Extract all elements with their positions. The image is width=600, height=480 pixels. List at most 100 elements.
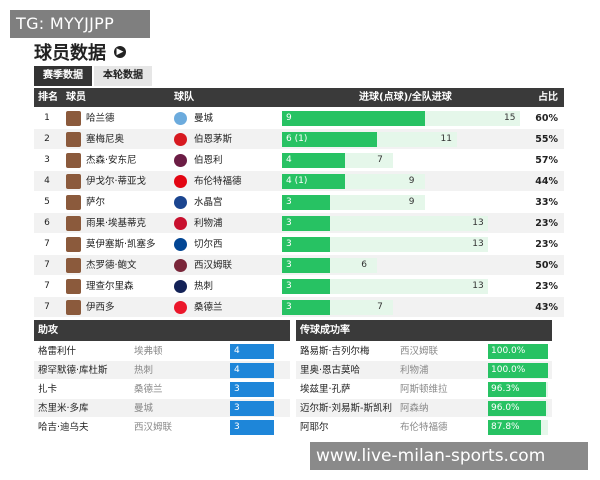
assist-team: 西汉姆联	[134, 422, 173, 433]
table-header: 排名 球员 球队 进球(点球)/全队进球 占比	[34, 88, 564, 107]
passing-player[interactable]: 阿耶尔	[300, 422, 329, 433]
passing-bar: 87.8%	[488, 420, 548, 435]
team-name[interactable]: 布伦特福德	[194, 176, 242, 187]
passing-player[interactable]: 埃兹里·孔萨	[300, 384, 351, 395]
player-name[interactable]: 杰森·安东尼	[86, 155, 137, 166]
player-name[interactable]: 莫伊塞斯·凯塞多	[86, 239, 156, 250]
table-row[interactable]: 3 杰森·安东尼 伯恩利 4 7 57%	[34, 150, 564, 171]
assist-row[interactable]: 穆罕默德·库杜斯 热刺 4	[34, 361, 290, 380]
player-name[interactable]: 杰罗德·鲍文	[86, 260, 137, 271]
assist-row[interactable]: 格雷利什 埃弗顿 4	[34, 342, 290, 361]
assist-player[interactable]: 哈吉·迪乌夫	[38, 422, 89, 433]
player-name[interactable]: 雨果·埃基蒂克	[86, 218, 147, 229]
passing-panel: 路易斯·吉列尔梅 西汉姆联 100.0% 里奥·恩古莫哈 利物浦 100.0% 埃兹里·孔萨…	[296, 342, 552, 437]
team-name[interactable]: 伯恩茅斯	[194, 134, 233, 145]
passing-player[interactable]: 迈尔斯·刘易斯-斯凯利	[300, 403, 392, 414]
team-goals-label: 13	[472, 281, 484, 291]
table-row[interactable]: 7 杰罗德·鲍文 西汉姆联 3 6 50%	[34, 255, 564, 276]
passing-header: 传球成功率	[296, 320, 552, 341]
passing-team: 利物浦	[400, 365, 429, 376]
assist-team: 热刺	[134, 365, 154, 376]
passing-bar: 96.3%	[488, 382, 548, 397]
team-crest-icon	[174, 112, 187, 125]
goals-bar: 3 13	[282, 279, 520, 294]
header-pct: 占比	[538, 92, 558, 103]
tab-round-stats[interactable]: 本轮数据	[94, 66, 152, 86]
team-goals-label: 15	[504, 113, 516, 123]
player-name[interactable]: 哈兰德	[86, 113, 115, 124]
passing-team: 阿斯顿维拉	[400, 384, 448, 395]
passing-team: 西汉姆联	[400, 346, 439, 357]
team-crest-icon	[174, 196, 187, 209]
assist-player[interactable]: 格雷利什	[38, 346, 77, 357]
player-goals-label: 3	[286, 260, 292, 270]
player-avatar	[66, 195, 81, 210]
passing-row[interactable]: 埃兹里·孔萨 阿斯顿维拉 96.3%	[296, 380, 552, 399]
team-goals-label: 7	[377, 155, 383, 165]
table-row[interactable]: 7 理查尔里森 热刺 3 13 23%	[34, 276, 564, 297]
assist-player[interactable]: 穆罕默德·库杜斯	[38, 365, 108, 376]
rank-cell: 4	[44, 176, 50, 186]
table-row[interactable]: 7 伊西多 桑德兰 3 7 43%	[34, 297, 564, 318]
goals-bar: 4 (1) 9	[282, 174, 520, 189]
team-name[interactable]: 热刺	[194, 281, 214, 292]
team-name[interactable]: 曼城	[194, 113, 214, 124]
player-name[interactable]: 塞梅尼奥	[86, 134, 125, 145]
table-row[interactable]: 6 雨果·埃基蒂克 利物浦 3 13 23%	[34, 213, 564, 234]
table-row[interactable]: 1 哈兰德 曼城 9 15 60%	[34, 108, 564, 129]
watermark-top: TG: MYYJJPP	[10, 10, 150, 38]
player-avatar	[66, 300, 81, 315]
assist-team: 曼城	[134, 403, 154, 414]
team-crest-icon	[174, 175, 187, 188]
goal-share: 23%	[535, 239, 558, 250]
assist-row[interactable]: 扎卡 桑德兰 3	[34, 380, 290, 399]
table-row[interactable]: 4 伊戈尔·蒂亚戈 布伦特福德 4 (1) 9 44%	[34, 171, 564, 192]
player-goals-bar	[282, 111, 425, 126]
player-name[interactable]: 伊戈尔·蒂亚戈	[86, 176, 147, 187]
team-name[interactable]: 水晶宫	[194, 197, 223, 208]
passing-player[interactable]: 路易斯·吉列尔梅	[300, 346, 370, 357]
player-goals-bar	[282, 174, 346, 189]
table-row[interactable]: 7 莫伊塞斯·凯塞多 切尔西 3 13 23%	[34, 234, 564, 255]
passing-player[interactable]: 里奥·恩古莫哈	[300, 365, 361, 376]
team-name[interactable]: 伯恩利	[194, 155, 223, 166]
passing-row[interactable]: 里奥·恩古莫哈 利物浦 100.0%	[296, 361, 552, 380]
table-row[interactable]: 2 塞梅尼奥 伯恩茅斯 6 (1) 11 55%	[34, 129, 564, 150]
assists-header: 助攻	[34, 320, 290, 341]
assist-player[interactable]: 扎卡	[38, 384, 58, 395]
assist-row[interactable]: 哈吉·迪乌夫 西汉姆联 3	[34, 418, 290, 437]
assist-row[interactable]: 杰里米·多库 曼城 3	[34, 399, 290, 418]
tab-season-stats[interactable]: 赛季数据	[34, 66, 92, 86]
passing-row[interactable]: 阿耶尔 布伦特福德 87.8%	[296, 418, 552, 437]
rank-cell: 7	[44, 239, 50, 249]
arrow-right-icon[interactable]: ▶	[114, 46, 126, 58]
table-row[interactable]: 5 萨尔 水晶宫 3 9 33%	[34, 192, 564, 213]
player-name[interactable]: 伊西多	[86, 302, 115, 313]
goal-share: 55%	[535, 134, 558, 145]
player-goals-label: 4 (1)	[286, 176, 308, 186]
scorers-table: 1 哈兰德 曼城 9 15 60% 2 塞梅尼奥 伯恩茅斯 6 (1) 11 55% 3 杰森·安东尼 伯恩…	[34, 108, 564, 318]
passing-row[interactable]: 迈尔斯·刘易斯-斯凯利 阿森纳 96.0%	[296, 399, 552, 418]
player-avatar	[66, 216, 81, 231]
team-name[interactable]: 西汉姆联	[194, 260, 233, 271]
player-avatar	[66, 237, 81, 252]
header-team: 球队	[174, 92, 194, 103]
player-name[interactable]: 萨尔	[86, 197, 106, 208]
assist-player[interactable]: 杰里米·多库	[38, 403, 89, 414]
team-name[interactable]: 桑德兰	[194, 302, 223, 313]
passing-value: 87.8%	[488, 420, 541, 435]
team-name[interactable]: 切尔西	[194, 239, 223, 250]
team-name[interactable]: 利物浦	[194, 218, 223, 229]
player-goals-bar	[282, 195, 330, 210]
passing-row[interactable]: 路易斯·吉列尔梅 西汉姆联 100.0%	[296, 342, 552, 361]
player-name[interactable]: 理查尔里森	[86, 281, 134, 292]
assist-team: 埃弗顿	[134, 346, 163, 357]
passing-value: 96.3%	[488, 382, 546, 397]
player-goals-label: 4	[286, 155, 292, 165]
rank-cell: 2	[44, 134, 50, 144]
passing-value: 96.0%	[488, 401, 546, 416]
